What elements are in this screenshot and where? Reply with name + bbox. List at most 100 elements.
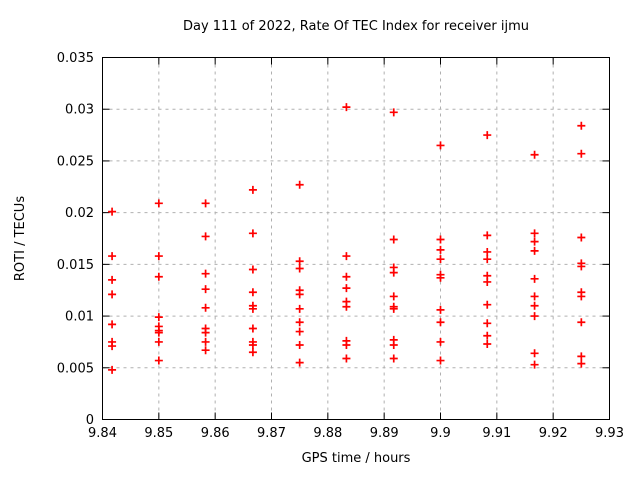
data-point-marker xyxy=(483,255,492,264)
data-point-marker xyxy=(295,180,304,189)
y-tick-label: 0.005 xyxy=(57,361,94,376)
data-point-marker xyxy=(530,292,539,301)
data-point-marker xyxy=(577,352,586,361)
x-tick-label: 9.85 xyxy=(144,426,173,441)
data-point-marker xyxy=(436,273,445,282)
x-tick-label: 9.88 xyxy=(313,426,342,441)
chart-title: Day 111 of 2022, Rate Of TEC Index for r… xyxy=(183,19,529,34)
x-tick-label: 9.9 xyxy=(430,426,451,441)
y-tick-label: 0.035 xyxy=(57,51,94,66)
data-point-marker xyxy=(389,268,398,277)
data-point-marker xyxy=(108,207,117,216)
data-point-marker xyxy=(530,150,539,159)
data-point-marker xyxy=(577,359,586,368)
data-point-marker xyxy=(201,269,210,278)
data-point-marker xyxy=(201,328,210,337)
plot-border xyxy=(102,57,610,420)
data-point-marker xyxy=(483,277,492,286)
data-point-marker xyxy=(436,356,445,365)
data-point-marker xyxy=(436,141,445,150)
data-point-marker xyxy=(389,235,398,244)
y-tick-label: 0.015 xyxy=(57,258,94,273)
y-tick-label: 0 xyxy=(86,413,94,428)
data-point-marker xyxy=(108,252,117,261)
data-point-marker xyxy=(248,348,257,357)
data-point-marker xyxy=(295,318,304,327)
data-point-marker xyxy=(248,304,257,313)
data-point-marker xyxy=(201,337,210,346)
data-point-marker xyxy=(154,252,163,261)
data-point-marker xyxy=(248,341,257,350)
data-point-marker xyxy=(483,231,492,240)
data-point-marker xyxy=(201,199,210,208)
data-point-marker xyxy=(530,274,539,283)
y-tick-label: 0.02 xyxy=(65,206,94,221)
data-point-marker xyxy=(108,342,117,351)
data-point-marker xyxy=(389,341,398,350)
data-point-marker xyxy=(577,233,586,242)
data-point-marker xyxy=(577,292,586,301)
x-axis-label: GPS time / hours xyxy=(302,451,411,466)
data-point-marker xyxy=(154,328,163,337)
data-point-marker xyxy=(436,245,445,254)
data-point-marker xyxy=(389,292,398,301)
data-point-marker xyxy=(577,318,586,327)
data-point-marker xyxy=(342,284,351,293)
data-point-marker xyxy=(436,235,445,244)
y-tick-label: 0.025 xyxy=(57,154,94,169)
data-point-marker xyxy=(483,300,492,309)
data-point-marker xyxy=(342,302,351,311)
data-point-marker xyxy=(530,246,539,255)
x-tick-label: 9.91 xyxy=(482,426,511,441)
data-point-marker xyxy=(295,358,304,367)
data-point-marker xyxy=(342,272,351,281)
y-tick-label: 0.01 xyxy=(65,310,94,325)
tick-labels: 9.84 9.85 9.86 9.87 9.88 9.89 9.9 9.91 9.92 9.93 0… xyxy=(57,51,624,441)
data-point-marker xyxy=(295,327,304,336)
data-point-marker xyxy=(483,339,492,348)
data-point-marker xyxy=(577,149,586,158)
data-point-marker xyxy=(577,121,586,130)
data-point-marker xyxy=(154,199,163,208)
data-point-marker xyxy=(577,262,586,271)
data-point-marker xyxy=(530,229,539,238)
data-point-marker xyxy=(342,354,351,363)
data-point-marker xyxy=(295,257,304,266)
x-tick-label: 9.87 xyxy=(257,426,286,441)
data-point-marker xyxy=(108,320,117,329)
data-point-marker xyxy=(295,264,304,273)
data-point-marker xyxy=(154,313,163,322)
x-tick-label: 9.92 xyxy=(539,426,568,441)
data-point-marker xyxy=(248,265,257,274)
data-point-marker xyxy=(530,301,539,310)
data-point-marker xyxy=(108,365,117,374)
data-point-marker xyxy=(342,252,351,261)
data-point-marker xyxy=(530,237,539,246)
data-point-marker xyxy=(201,285,210,294)
data-point-marker xyxy=(248,229,257,238)
data-point-marker xyxy=(483,131,492,140)
y-tick-label: 0.03 xyxy=(65,103,94,118)
data-point-marker xyxy=(201,232,210,241)
data-point-marker xyxy=(530,360,539,369)
tick-marks xyxy=(102,57,610,420)
data-point-marker xyxy=(436,255,445,264)
data-point-marker xyxy=(154,337,163,346)
data-point-marker xyxy=(295,304,304,313)
data-point-marker xyxy=(436,318,445,327)
data-point-marker xyxy=(530,312,539,321)
x-tick-label: 9.84 xyxy=(88,426,117,441)
data-point-marker xyxy=(389,354,398,363)
data-point-marker xyxy=(389,108,398,117)
x-tick-label: 9.89 xyxy=(370,426,399,441)
data-point-marker xyxy=(436,305,445,314)
data-point-marker xyxy=(248,288,257,297)
data-point-marker xyxy=(201,303,210,312)
data-point-marker xyxy=(483,319,492,328)
data-point-marker xyxy=(483,247,492,256)
data-point-marker xyxy=(295,290,304,299)
data-point-marker xyxy=(436,337,445,346)
data-point-marker xyxy=(342,103,351,112)
